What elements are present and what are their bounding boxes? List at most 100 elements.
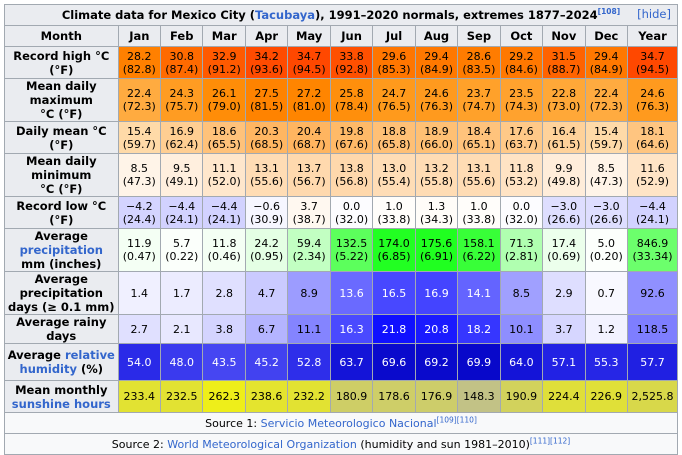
cell-value-fahrenheit: (33.34) [632, 250, 673, 263]
average-precipitation-label-part-1[interactable]: precipitation [19, 243, 103, 257]
mean-monthly-sunshine-hours-oct: 190.9 [499, 380, 544, 413]
cell-value: 20.4 [296, 124, 322, 138]
mean-daily-minimum-label-line-2: °C (°F) [40, 182, 83, 196]
cell-value: 63.7 [339, 355, 364, 369]
cell-value: 14.1 [466, 286, 492, 300]
average-precipitation-oct: 71.3 (2.81) [499, 228, 544, 272]
mean-daily-maximum-feb: 24.3 (75.7) [160, 78, 204, 122]
cell-value: 64.0 [509, 355, 534, 369]
row-record-low: Record low °C (°F) −4.2 (24.4) −4.4 (24.1) −4… [4, 196, 678, 229]
caption-ref-108[interactable]: [108] [597, 6, 621, 16]
mean-daily-maximum-sep: 23.7 (74.7) [457, 78, 501, 122]
record-low-jun: 0.0 (32.0) [329, 196, 374, 229]
source-1-refs[interactable]: [109][110] [436, 414, 477, 424]
average-precipitation-days-oct: 8.5 [499, 271, 544, 315]
cell-value: 31.5 [551, 49, 577, 63]
cell-value: 71.3 [509, 237, 534, 250]
month-header-jun: Jun [329, 25, 374, 47]
mean-daily-minimum-jun: 13.8 (56.8) [329, 153, 374, 197]
cell-value-fahrenheit: (66.0) [419, 137, 454, 151]
hide-toggle-link[interactable]: [hide] [637, 7, 671, 21]
cell-value-fahrenheit: (24.1) [207, 212, 241, 226]
cell-value: 18.8 [381, 124, 407, 138]
month-header-jul: Jul [372, 25, 416, 47]
month-header-may: May [287, 25, 331, 47]
average-precipitation-days-jan: 1.4 [117, 271, 162, 315]
average-precipitation-days-mar: 2.8 [202, 271, 246, 315]
average-rainy-days-may: 11.1 [287, 314, 331, 344]
cell-value-fahrenheit: (84.6) [504, 62, 538, 76]
mean-monthly-sunshine-hours-dec: 226.9 [584, 380, 629, 413]
mean-monthly-sunshine-hours-label-line2-part-0[interactable]: sunshine hours [11, 396, 111, 411]
cell-value: 27.2 [296, 87, 322, 100]
cell-value: 2.1 [173, 322, 191, 336]
cell-value: −3.0 [550, 199, 578, 213]
cell-value-fahrenheit: (62.4) [165, 137, 199, 151]
source-row-2: Source 2: World Meteorological Organizat… [4, 433, 678, 455]
tacubaya-link[interactable]: Tacubaya [254, 7, 316, 22]
daily-mean-mar: 18.6 (65.5) [202, 121, 246, 154]
month-header-apr: Apr [244, 25, 289, 47]
cell-value: 24.7 [381, 87, 407, 100]
average-precipitation-nov: 17.4 (0.69) [542, 228, 586, 272]
cell-value: 8.9 [300, 286, 318, 300]
record-low-row-header: Record low °C (°F) [4, 196, 119, 229]
average-rainy-days-jul: 21.8 [372, 314, 416, 344]
cell-value: 28.6 [466, 49, 492, 63]
daily-mean-sep: 18.4 (65.1) [457, 121, 501, 154]
record-high-year: 34.7 (94.5) [627, 46, 678, 79]
cell-value-fahrenheit: (26.6) [547, 212, 581, 226]
cell-value: 13.1 [254, 162, 279, 175]
cell-value: 19.8 [339, 124, 364, 138]
daily-mean-year: 18.1 (64.6) [627, 121, 678, 154]
cell-value: 224.4 [548, 390, 580, 403]
average-relative-humidity-label-line2-part-0[interactable]: humidity [19, 362, 77, 376]
cell-value-fahrenheit: (0.69) [547, 250, 581, 263]
cell-value-fahrenheit: (76.3) [419, 100, 454, 113]
cell-value: 24.6 [424, 87, 449, 100]
mean-monthly-sunshine-hours-feb: 232.5 [160, 380, 204, 413]
average-rainy-days-label-line-1: Average rainy days [16, 315, 107, 343]
mean-monthly-sunshine-hours-sep: 148.3 [457, 380, 501, 413]
cell-value-fahrenheit: (59.7) [122, 137, 156, 151]
cell-value: 11.8 [509, 162, 534, 175]
cell-value: 48.0 [169, 355, 195, 369]
source-2-suffix: (humidity and sun 1981–2010) [356, 437, 530, 451]
average-precipitation-label-part-0: Average [34, 229, 88, 244]
cell-value: 13.8 [339, 162, 364, 175]
source-1-link[interactable]: Servicio Meteorologico Nacional [260, 416, 437, 430]
cell-value: 11.8 [211, 237, 237, 250]
cell-value: 9.9 [555, 162, 573, 175]
cell-value: 158.1 [463, 237, 495, 250]
cell-value: 2.9 [555, 286, 573, 300]
cell-value: 9.5 [173, 162, 191, 175]
cell-value: 226.9 [590, 390, 623, 403]
mean-daily-minimum-aug: 13.2 (55.8) [414, 153, 459, 197]
month-header-feb: Feb [160, 25, 204, 47]
mean-daily-minimum-row-header: Mean daily minimum °C (°F) [4, 153, 119, 197]
source-2-link[interactable]: World Meteorological Organization [167, 437, 357, 451]
average-relative-humidity-label-part-1[interactable]: relative [64, 348, 115, 362]
source-2-refs-2[interactable]: [111][112] [529, 435, 571, 445]
cell-value-fahrenheit: (24.1) [635, 212, 670, 226]
month-header-year: Year [627, 25, 678, 47]
cell-value-fahrenheit: (6.85) [377, 250, 411, 263]
cell-value: 1.0 [470, 199, 488, 213]
cell-value: 118.5 [636, 322, 669, 336]
cell-value: 92.6 [640, 286, 665, 300]
cell-value: 6.7 [257, 322, 276, 336]
cell-value: 34.7 [296, 49, 322, 63]
cell-value-fahrenheit: (63.7) [504, 137, 538, 151]
daily-mean-row-header: Daily mean °C (°F) [4, 121, 119, 154]
month-header-dec: Dec [584, 25, 629, 47]
cell-value-fahrenheit: (33.8) [462, 212, 496, 226]
average-rainy-days-oct: 10.1 [499, 314, 544, 344]
average-rainy-days-apr: 6.7 [244, 314, 289, 344]
cell-value: 27.5 [254, 87, 279, 100]
row-record-high: Record high °C (°F) 28.2 (82.8) 30.8 (87.4) 3… [4, 46, 678, 79]
cell-value: 17.4 [551, 237, 577, 250]
average-precipitation-jan: 11.9 (0.47) [117, 228, 162, 272]
cell-value: 26.1 [211, 87, 237, 100]
cell-value: 233.4 [123, 390, 156, 403]
cell-value-fahrenheit: (93.6) [250, 62, 284, 76]
